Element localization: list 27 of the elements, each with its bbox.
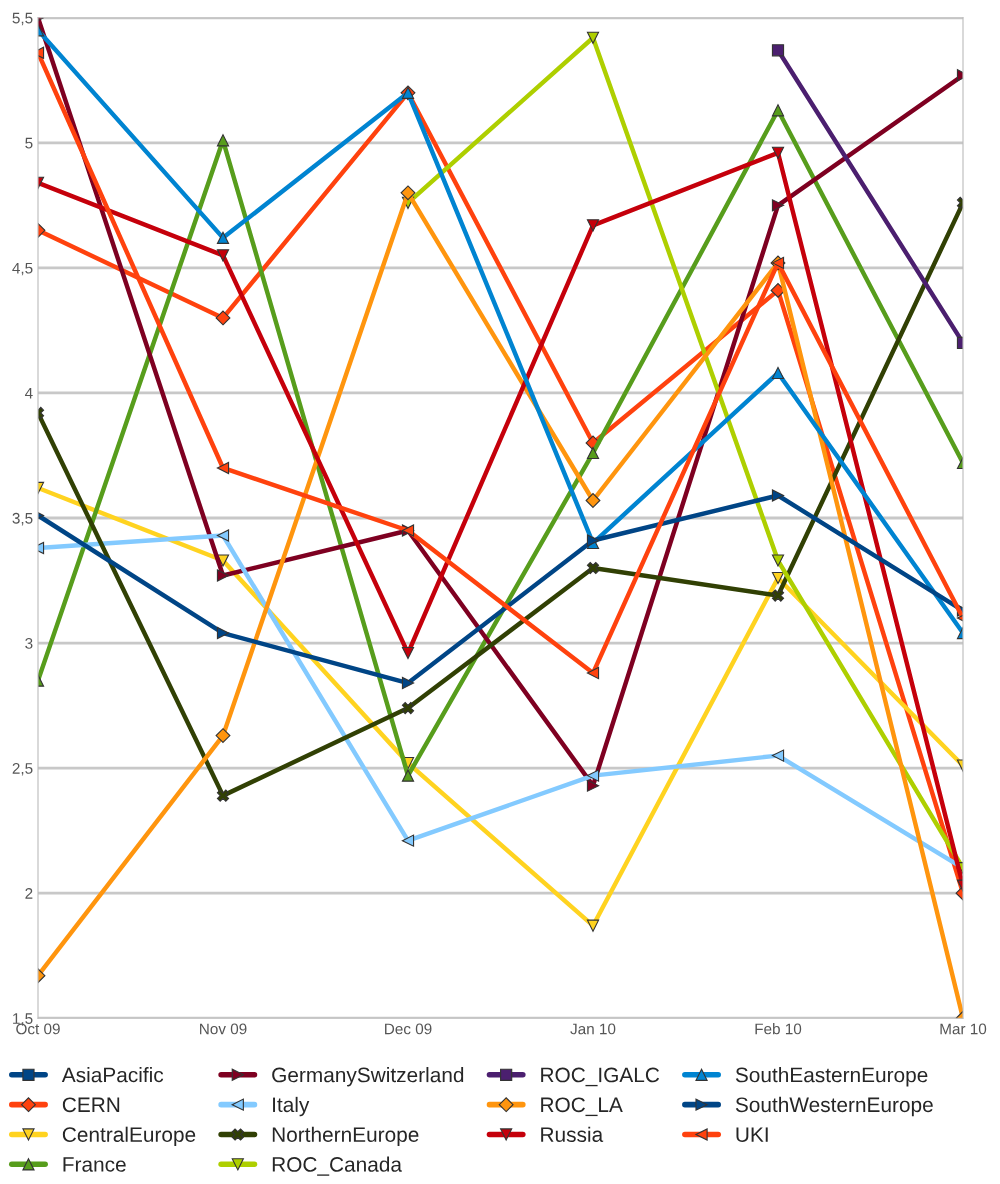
y-tick-label: 4,5: [12, 262, 33, 276]
legend-label: Russia: [541, 1126, 604, 1142]
x-tick-label: Nov 09: [200, 1023, 247, 1035]
legend-label: ROC_Canada: [272, 1156, 402, 1176]
y-tick-label: 2,5: [12, 762, 33, 776]
y-tick-label: 2: [25, 888, 33, 899]
x-tick-label: Dec 09: [385, 1023, 432, 1035]
x-tick-label: Mar 10: [940, 1023, 987, 1035]
legend-label: ROC_IGALC: [541, 1067, 660, 1087]
legend-label: SouthEasternEurope: [735, 1067, 928, 1087]
y-tick-label: 5,5: [12, 12, 33, 26]
legend-label: UKI: [736, 1127, 768, 1142]
y-tick-label: 4: [24, 387, 33, 399]
y-tick-label: 3,5: [12, 512, 33, 526]
legend-label: CentralEurope: [62, 1126, 196, 1147]
legend-label: GermanySwitzerland: [272, 1067, 464, 1087]
y-tick-label: 3: [25, 637, 33, 649]
legend-label: SouthWesternEurope: [735, 1096, 933, 1117]
legend-label: AsiaPacific: [61, 1067, 164, 1083]
legend-label: ROC_LA: [541, 1097, 623, 1117]
y-tick-label: 5: [25, 137, 33, 149]
legend-label: France: [63, 1157, 126, 1172]
legend-label: CERN: [62, 1097, 120, 1113]
x-tick-label: Jan 10: [570, 1023, 616, 1035]
x-tick-label: Feb 10: [755, 1023, 802, 1035]
legend-label: NorthernEurope: [272, 1126, 419, 1147]
legend-label: Italy: [273, 1096, 310, 1117]
